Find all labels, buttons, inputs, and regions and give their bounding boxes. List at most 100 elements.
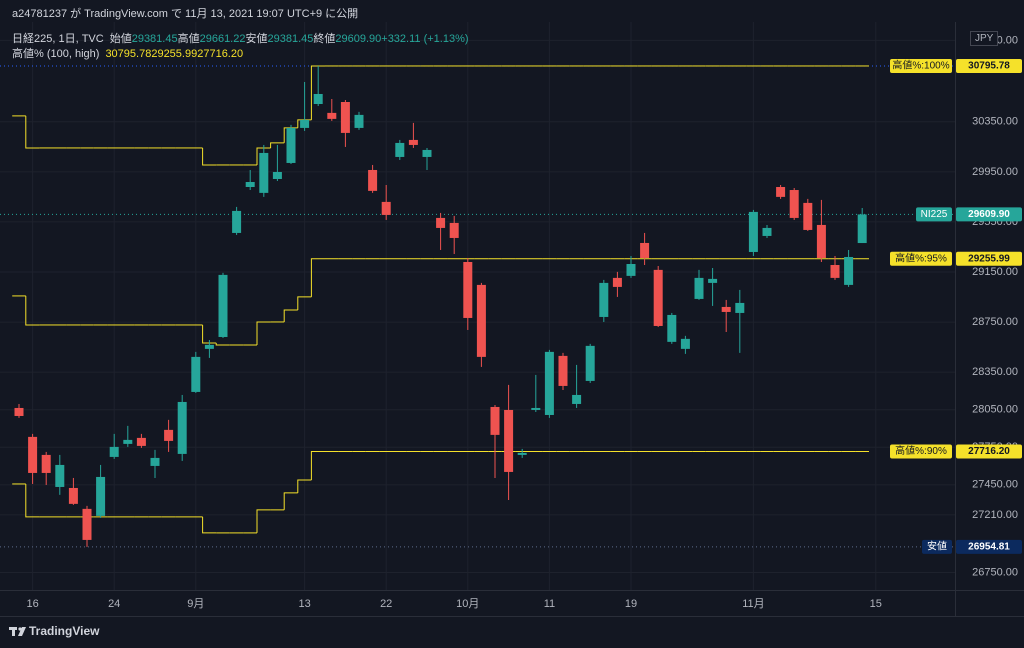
badge-bg: [922, 539, 952, 554]
badge-name: 高値%:100%: [892, 59, 949, 72]
badge-bg: [890, 444, 952, 459]
y-tick-label: 28750.00: [972, 316, 1018, 328]
x-tick-label: 13: [298, 598, 310, 610]
indicator-step: [256, 321, 271, 345]
indicator-step: [310, 258, 325, 297]
indicator-step: [256, 509, 271, 533]
candle-body: [354, 114, 364, 128]
candle-body: [844, 256, 854, 285]
indicator-step: [256, 147, 271, 165]
candle-body: [612, 277, 622, 287]
candle-body: [340, 101, 350, 133]
candle-body: [572, 394, 582, 404]
ohlc-value: 29661.22: [199, 33, 246, 45]
candle-body: [708, 278, 718, 283]
symbol-title: 日経225, 1日, TVC: [12, 33, 104, 45]
candle-body: [164, 429, 174, 441]
candle-body: [748, 211, 758, 252]
ohlc-legend: 日経225, 1日, TVC 始値29381.45高値29661.22安値2938…: [12, 30, 469, 46]
publisher-line: a24781237 が TradingView.com で 11月 13, 20…: [12, 8, 359, 20]
x-tick-label: 10月: [456, 598, 479, 610]
indicator-legend: 高値% (100, high) 30795.7829255.9927716.20: [12, 45, 243, 61]
indicator-value: 30795.78: [105, 48, 152, 60]
candle-body: [735, 302, 745, 313]
candle-body: [449, 222, 459, 238]
ohlc-value: 29609.90: [335, 33, 382, 45]
candle-body: [463, 261, 473, 318]
candle-body: [136, 437, 146, 446]
ohlc-label: 始値: [109, 33, 132, 45]
candle-body: [109, 446, 119, 457]
candle-body: [381, 201, 391, 215]
candle-body: [272, 171, 282, 179]
y-tick-label: 30350.00: [972, 116, 1018, 128]
candle-body: [504, 409, 514, 472]
candle-body: [150, 457, 160, 466]
candle-body: [436, 217, 446, 228]
indicator-step: [283, 309, 298, 322]
x-tick-label: 9月: [187, 598, 204, 610]
indicator-value: 27716.20: [197, 48, 244, 60]
candle-body: [300, 119, 310, 128]
candle-body: [653, 269, 663, 326]
candle-body: [68, 487, 78, 504]
indicator-step: [25, 295, 40, 326]
candle-body: [762, 227, 772, 236]
indicator-step: [25, 115, 40, 149]
candle-body: [368, 169, 378, 191]
x-tick-label: 11: [544, 598, 555, 610]
candle-body: [830, 264, 840, 278]
badge-bg: [956, 251, 1022, 266]
indicator-step: [310, 65, 325, 120]
badge-value: 29609.90: [968, 209, 1010, 220]
x-tick-label: 16: [26, 598, 38, 610]
candle-body: [490, 406, 500, 435]
currency: JPY: [970, 31, 999, 46]
candle-body: [476, 284, 486, 357]
ohlc-label: 高値: [177, 33, 200, 45]
badge-value: 29255.99: [968, 253, 1010, 264]
candle-body: [544, 351, 554, 415]
candle-body: [41, 454, 51, 473]
badge-value: 27716.20: [968, 446, 1010, 457]
x-tick-label: 11月: [742, 598, 764, 610]
candle-body: [123, 439, 133, 444]
candle-body: [680, 338, 690, 349]
candle-body: [816, 224, 826, 258]
candle-body: [327, 112, 337, 119]
ohlc-value: 29381.45: [131, 33, 178, 45]
candle-body: [28, 436, 38, 473]
indicator-step: [270, 142, 285, 148]
candle-body: [82, 508, 92, 540]
y-tick-label: 28050.00: [972, 404, 1018, 416]
candle-body: [218, 274, 228, 337]
badge-name: 高値%:90%: [895, 444, 947, 457]
candle-body: [96, 476, 106, 516]
indicator-step: [202, 516, 217, 534]
y-tick-label: 28350.00: [972, 366, 1018, 378]
candle-body: [789, 190, 799, 218]
indicator-step: [297, 479, 312, 493]
y-tick-label: 27210.00: [972, 509, 1018, 521]
x-tick-label: 22: [380, 598, 392, 610]
x-tick-label: 15: [870, 598, 882, 610]
y-tick-label: 29150.00: [972, 266, 1018, 278]
badge-bg: [890, 58, 952, 73]
candle-body: [232, 210, 242, 233]
x-tick-label: 24: [108, 598, 120, 610]
candle-body: [177, 401, 187, 454]
candle-body: [776, 187, 786, 197]
candle-body: [857, 214, 867, 244]
badge-bg: [956, 207, 1022, 222]
y-tick-label: 26750.00: [972, 566, 1018, 578]
badge-bg: [916, 207, 952, 222]
indicator-step: [310, 451, 325, 480]
candle-body: [667, 314, 677, 342]
indicator-step: [297, 296, 312, 310]
y-tick-label: 29950.00: [972, 166, 1018, 178]
brand-logo: [9, 627, 26, 636]
candle-body: [286, 127, 296, 163]
candle-body: [626, 263, 636, 276]
candle-body: [640, 242, 650, 258]
candle-body: [694, 277, 704, 299]
